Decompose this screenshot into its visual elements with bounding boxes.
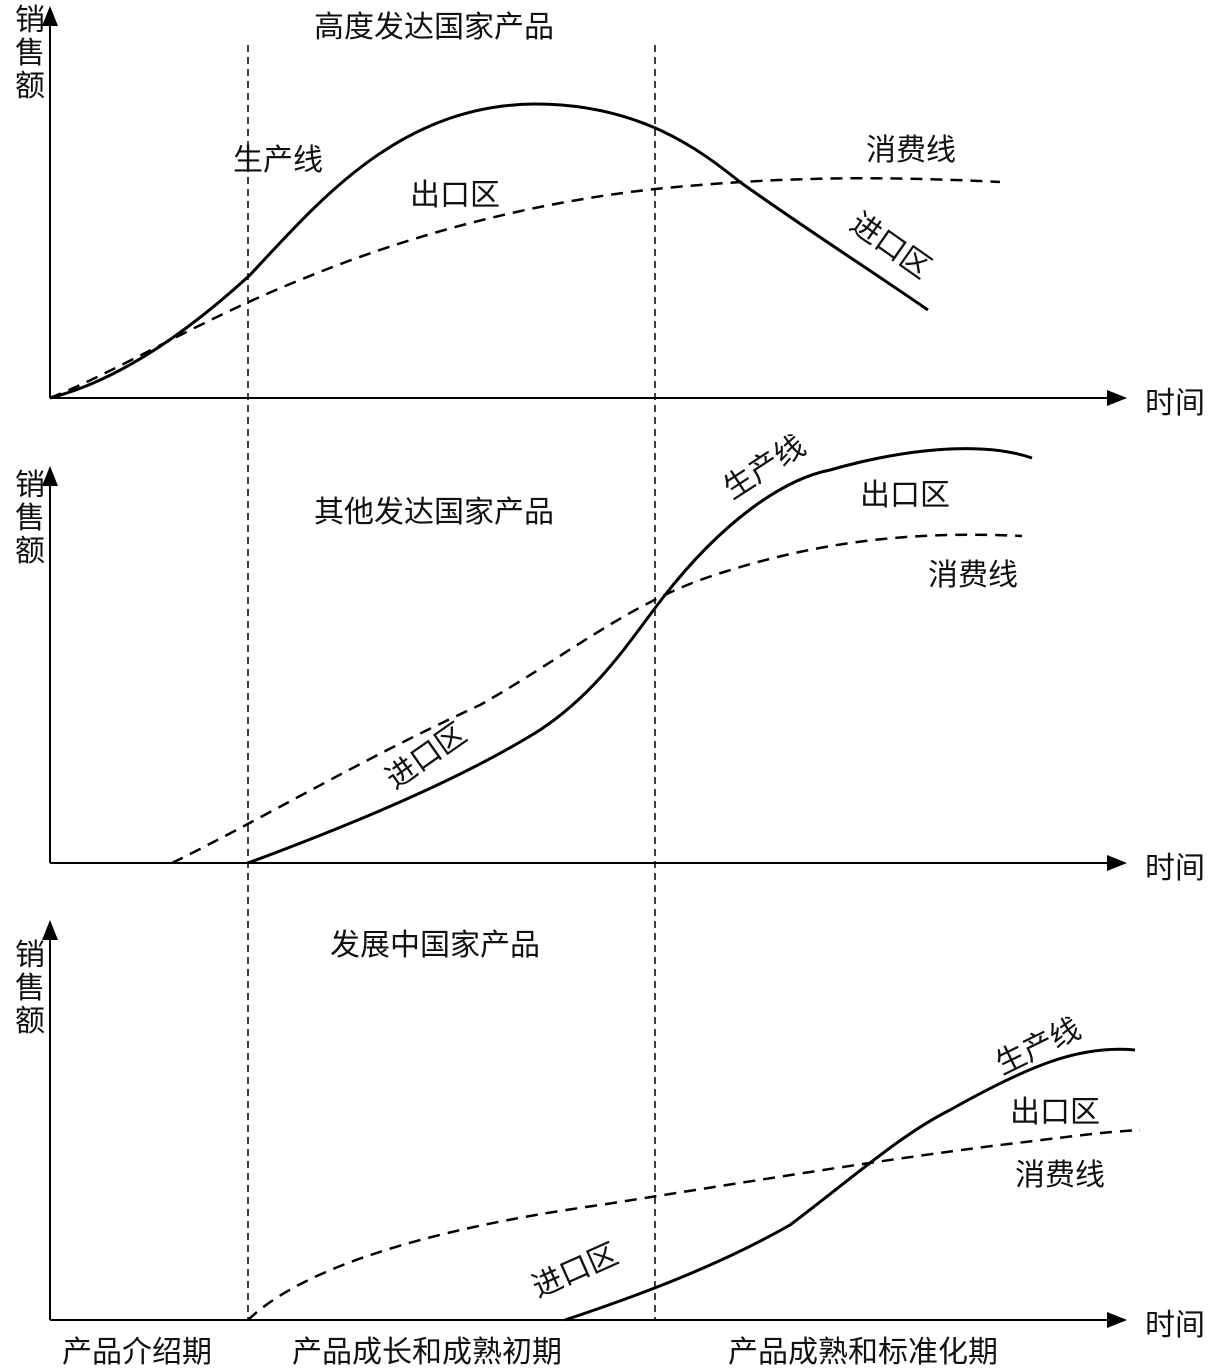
phase-label-maturity: 产品成熟和标准化期 — [728, 1335, 998, 1370]
production-curve — [49, 102, 929, 400]
phase-label-introduction: 产品介绍期 — [62, 1335, 212, 1370]
production-line-label: 生产线 — [233, 143, 323, 178]
y-axis-label-char: 额 — [15, 69, 45, 104]
consumption-line-label: 消费线 — [928, 558, 1018, 593]
x-axis-label: 时间 — [1145, 1308, 1205, 1343]
import-zone-label: 进口区 — [843, 206, 937, 286]
panel-title: 发展中国家产品 — [330, 928, 540, 963]
consumption-curve — [247, 1128, 1141, 1321]
panel-title: 其他发达国家产品 — [314, 495, 554, 530]
panel-other-developed-countries: 销 售 额 时间 其他发达国家产品 生产线 出口区 消费线 进口区 — [15, 428, 1205, 886]
export-zone-label: 出口区 — [410, 178, 500, 213]
panel-developing-countries: 销 售 额 时间 发展中国家产品 生产线 出口区 消费线 进口区 — [15, 920, 1205, 1343]
production-line-label: 生产线 — [990, 1011, 1086, 1082]
x-axis-label: 时间 — [1145, 851, 1205, 886]
y-axis-label-char: 销 — [15, 468, 45, 503]
x-axis-label: 时间 — [1145, 386, 1205, 421]
y-axis-label-char: 销 — [15, 3, 45, 38]
y-axis-label-char: 额 — [15, 1004, 45, 1039]
panel-developed-countries: 销 售 额 时间 高度发达国家产品 生产线 出口区 消费线 进口区 — [15, 3, 1205, 421]
panel-title: 高度发达国家产品 — [314, 10, 554, 45]
consumption-line-label: 消费线 — [866, 133, 956, 168]
phase-label-growth: 产品成长和成熟初期 — [292, 1335, 562, 1370]
import-zone-label: 进口区 — [380, 716, 474, 796]
y-axis-label-char: 额 — [15, 534, 45, 569]
consumption-line-label: 消费线 — [1015, 1158, 1105, 1193]
y-axis-label-char: 销 — [15, 938, 45, 973]
export-zone-label: 出口区 — [860, 478, 950, 513]
import-zone-label: 进口区 — [527, 1237, 623, 1306]
production-line-label: 生产线 — [717, 428, 812, 506]
consumption-curve — [171, 533, 1023, 865]
y-axis-label-char: 售 — [15, 971, 45, 1006]
export-zone-label: 出口区 — [1010, 1095, 1100, 1130]
y-axis-label-char: 售 — [15, 501, 45, 536]
y-axis-label-char: 售 — [15, 36, 45, 71]
consumption-curve — [49, 177, 1001, 400]
